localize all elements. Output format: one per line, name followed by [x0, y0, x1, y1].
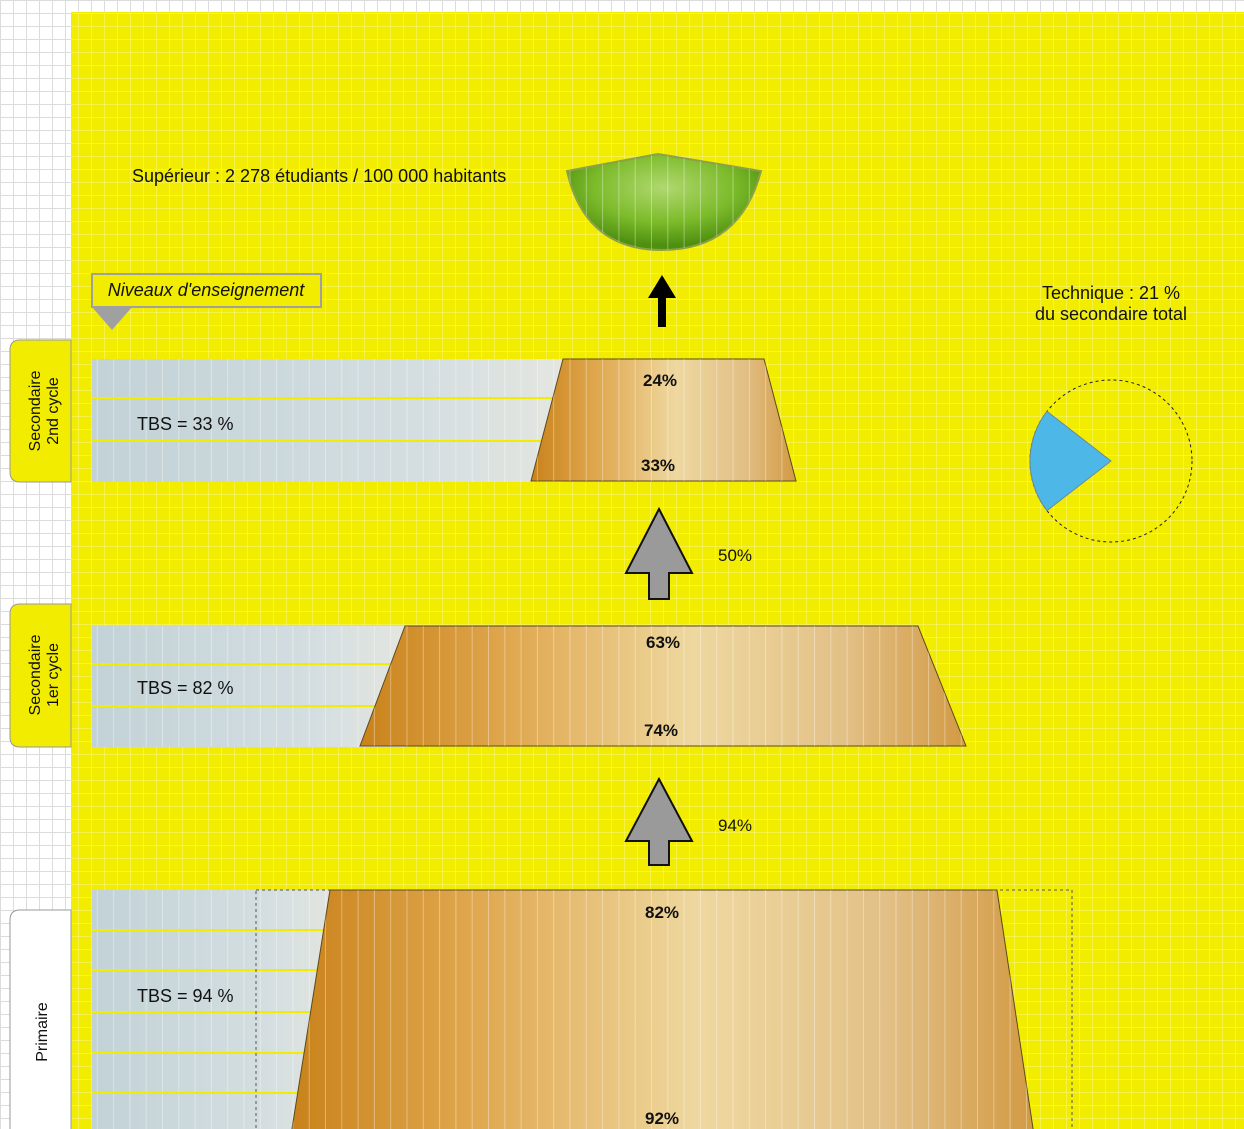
up-arrow-icon	[648, 275, 676, 327]
pie-slice-technique	[1029, 410, 1112, 512]
top-percentage: 82%	[645, 903, 679, 922]
tab-label-line1: Secondaire	[27, 634, 44, 715]
bottom-percentage: 92%	[645, 1109, 679, 1128]
tbs-label: TBS = 82 %	[137, 678, 234, 698]
transition-arrow-prim-to-sec1: 94%	[624, 776, 752, 866]
tab-label-line1: Primaire	[34, 1002, 51, 1062]
superieur-label: Supérieur : 2 278 étudiants / 100 000 ha…	[132, 166, 506, 186]
level-sec1: TBS = 82 % 63% 74%	[92, 625, 967, 747]
up-arrow-icon	[624, 506, 694, 600]
technique-label-line2: du secondaire total	[1035, 304, 1187, 324]
up-arrow-icon	[624, 776, 694, 866]
tab-label-line2: 1er cycle	[45, 643, 62, 707]
bottom-percentage: 74%	[644, 721, 678, 740]
tbs-label: TBS = 94 %	[137, 986, 234, 1006]
superieur-block: Supérieur : 2 278 étudiants / 100 000 ha…	[132, 152, 763, 252]
tbs-label: TBS = 33 %	[137, 414, 234, 434]
page-title: Niveaux d'enseignement	[108, 280, 306, 300]
title-label: Niveaux d'enseignement	[91, 273, 322, 330]
transition-rate: 94%	[718, 816, 752, 835]
transition-arrow-sec1-to-sec2: 50%	[624, 506, 752, 600]
transition-arrow-to-superieur	[648, 275, 676, 327]
transition-rate: 50%	[718, 546, 752, 565]
technique-label-line1: Technique : 21 %	[1042, 283, 1180, 303]
level-tab-sec1: Secondaire 1er cycle	[9, 603, 72, 748]
tab-label-line2: 2nd cycle	[45, 377, 62, 445]
level-tab-prim: Primaire	[9, 909, 72, 1129]
level-sec2: TBS = 33 % 24% 33%	[92, 358, 797, 482]
technique-block: Technique : 21 % du secondaire total	[1029, 283, 1193, 543]
top-percentage: 24%	[643, 371, 677, 390]
tab-label-line1: Secondaire	[27, 370, 44, 451]
level-prim: TBS = 94 % 82% 92%	[92, 889, 1073, 1129]
top-percentage: 63%	[646, 633, 680, 652]
bottom-percentage: 33%	[641, 456, 675, 475]
level-tab-sec2: Secondaire 2nd cycle	[9, 339, 72, 483]
